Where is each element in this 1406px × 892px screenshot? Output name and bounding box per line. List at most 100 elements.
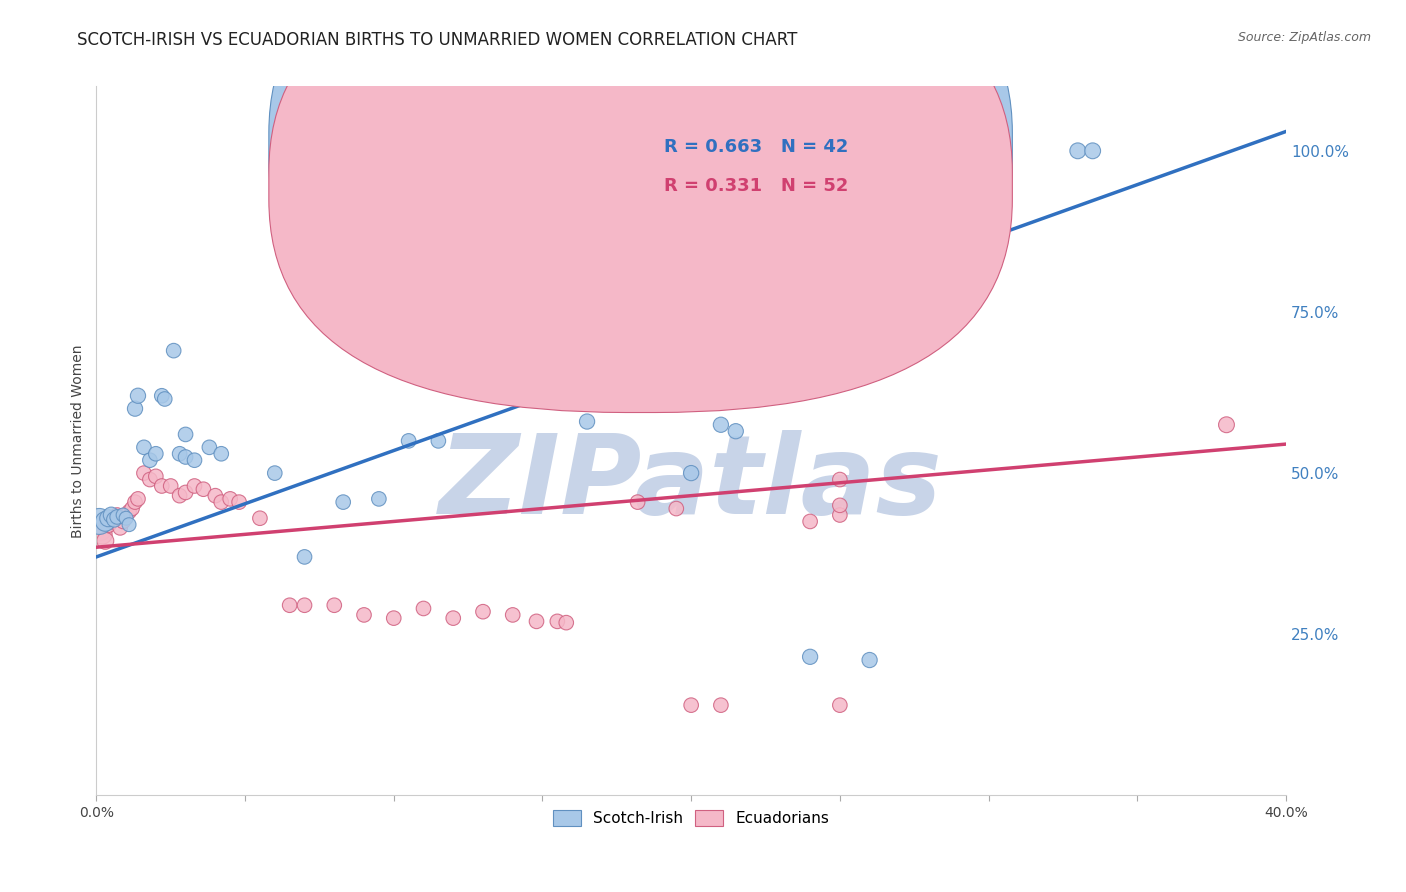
Point — [323, 599, 346, 613]
Point — [828, 499, 851, 513]
Text: R = 0.331   N = 52: R = 0.331 N = 52 — [664, 177, 848, 194]
Point — [159, 479, 181, 493]
Point — [94, 515, 117, 529]
Point — [174, 450, 197, 464]
Point — [94, 533, 117, 548]
Point — [219, 491, 242, 506]
Point — [278, 599, 301, 613]
Point — [100, 515, 122, 529]
Point — [150, 389, 173, 403]
Text: SCOTCH-IRISH VS ECUADORIAN BIRTHS TO UNMARRIED WOMEN CORRELATION CHART: SCOTCH-IRISH VS ECUADORIAN BIRTHS TO UNM… — [77, 31, 797, 49]
Point — [858, 653, 880, 667]
Point — [555, 615, 578, 630]
Point — [183, 453, 205, 467]
Point — [502, 607, 524, 622]
Point — [228, 495, 250, 509]
Point — [1081, 144, 1104, 158]
Bar — [614, 122, 852, 214]
Point — [681, 698, 703, 713]
Point — [710, 417, 733, 432]
Point — [948, 144, 970, 158]
Point — [121, 501, 143, 516]
Point — [145, 469, 167, 483]
Point — [332, 495, 354, 509]
Y-axis label: Births to Unmarried Women: Births to Unmarried Women — [72, 344, 86, 538]
Point — [115, 508, 138, 522]
Point — [169, 489, 191, 503]
Point — [193, 482, 215, 496]
Point — [555, 292, 578, 306]
Point — [606, 363, 628, 377]
Point — [209, 447, 232, 461]
Point — [799, 649, 821, 664]
Point — [531, 279, 554, 293]
Point — [724, 424, 747, 438]
Point — [710, 698, 733, 713]
Point — [249, 511, 271, 525]
Point — [681, 466, 703, 480]
Point — [115, 511, 138, 525]
Point — [1067, 144, 1090, 158]
Point — [127, 491, 149, 506]
Point — [398, 434, 420, 448]
Point — [665, 501, 688, 516]
Point — [89, 521, 111, 535]
Point — [828, 473, 851, 487]
Point — [89, 515, 111, 529]
Point — [108, 521, 131, 535]
Legend: Scotch-Irish, Ecuadorians: Scotch-Irish, Ecuadorians — [546, 803, 837, 834]
Point — [627, 495, 650, 509]
Point — [209, 495, 232, 509]
Text: Source: ZipAtlas.com: Source: ZipAtlas.com — [1237, 31, 1371, 45]
Point — [174, 427, 197, 442]
Point — [124, 401, 146, 416]
Point — [472, 605, 495, 619]
Point — [828, 508, 851, 522]
Point — [294, 599, 316, 613]
Point — [294, 549, 316, 564]
Point — [132, 440, 155, 454]
Point — [382, 611, 405, 625]
Point — [526, 615, 548, 629]
Point — [353, 607, 375, 622]
Point — [112, 515, 135, 529]
Point — [799, 515, 821, 529]
Point — [153, 392, 176, 406]
Point — [103, 512, 125, 526]
Point — [105, 510, 128, 524]
Point — [963, 144, 986, 158]
Point — [546, 615, 568, 629]
Point — [412, 601, 434, 615]
Point — [636, 340, 658, 354]
Point — [132, 466, 155, 480]
Point — [91, 527, 114, 541]
Point — [112, 508, 135, 522]
Point — [127, 389, 149, 403]
Point — [124, 495, 146, 509]
Point — [139, 453, 162, 467]
Point — [1215, 417, 1237, 432]
Point — [174, 485, 197, 500]
Point — [103, 511, 125, 525]
Point — [183, 479, 205, 493]
Point — [118, 505, 141, 519]
Point — [441, 611, 464, 625]
Point — [828, 698, 851, 713]
Point — [150, 479, 173, 493]
Point — [367, 491, 389, 506]
Point — [105, 508, 128, 522]
Text: R = 0.663   N = 42: R = 0.663 N = 42 — [664, 137, 848, 155]
Point — [163, 343, 186, 358]
Point — [204, 489, 226, 503]
Point — [139, 473, 162, 487]
Point — [427, 434, 450, 448]
Point — [576, 415, 599, 429]
Point — [169, 447, 191, 461]
Point — [585, 376, 607, 390]
FancyBboxPatch shape — [269, 0, 1012, 412]
Point — [145, 447, 167, 461]
Point — [118, 517, 141, 532]
Point — [97, 511, 120, 525]
Point — [100, 508, 122, 522]
FancyBboxPatch shape — [269, 0, 1012, 374]
